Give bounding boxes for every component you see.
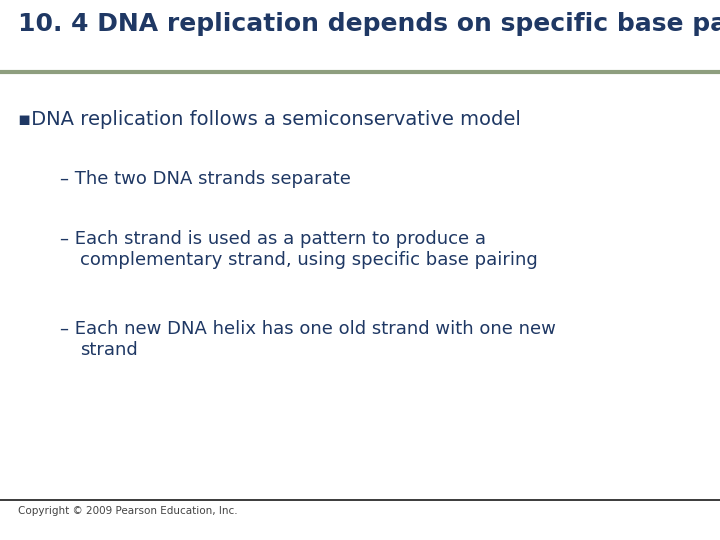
Text: – The two DNA strands separate: – The two DNA strands separate [60,170,351,188]
Text: – Each strand is used as a pattern to produce a: – Each strand is used as a pattern to pr… [60,230,486,248]
Text: Copyright © 2009 Pearson Education, Inc.: Copyright © 2009 Pearson Education, Inc. [18,506,238,516]
Text: 10. 4 DNA replication depends on specific base pairing: 10. 4 DNA replication depends on specifi… [18,12,720,36]
Text: complementary strand, using specific base pairing: complementary strand, using specific bas… [80,251,538,269]
Text: ▪DNA replication follows a semiconservative model: ▪DNA replication follows a semiconservat… [18,110,521,129]
Text: strand: strand [80,341,138,359]
Text: – Each new DNA helix has one old strand with one new: – Each new DNA helix has one old strand … [60,320,556,338]
